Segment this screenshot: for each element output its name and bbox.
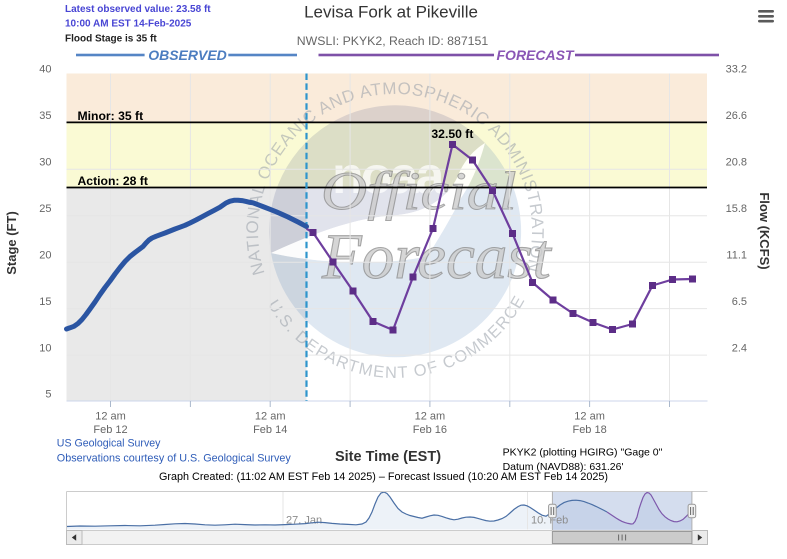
svg-text:Observations courtesy of U.S.: Observations courtesy of U.S. Geological… bbox=[57, 453, 292, 465]
svg-text:Official: Official bbox=[321, 160, 516, 220]
svg-text:20: 20 bbox=[39, 249, 51, 261]
svg-text:OBSERVED: OBSERVED bbox=[148, 47, 227, 63]
svg-text:Site Time (EST): Site Time (EST) bbox=[335, 449, 441, 465]
svg-text:10:00 AM EST 14-Feb-2025: 10:00 AM EST 14-Feb-2025 bbox=[65, 18, 192, 29]
svg-text:10. Feb: 10. Feb bbox=[531, 515, 568, 527]
svg-text:12 am: 12 am bbox=[415, 411, 446, 423]
svg-text:Latest observed value: 23.58 f: Latest observed value: 23.58 ft bbox=[65, 4, 211, 15]
svg-text:40: 40 bbox=[39, 64, 51, 76]
svg-text:15: 15 bbox=[39, 296, 51, 308]
svg-text:Flow (KCFS): Flow (KCFS) bbox=[757, 192, 772, 269]
svg-text:US Geological Survey: US Geological Survey bbox=[57, 437, 161, 449]
svg-text:6.5: 6.5 bbox=[732, 296, 747, 308]
svg-text:Feb 16: Feb 16 bbox=[413, 424, 447, 436]
svg-text:12 am: 12 am bbox=[95, 411, 126, 423]
svg-text:Action: 28 ft: Action: 28 ft bbox=[78, 174, 148, 188]
svg-text:Datum (NAVD88): 631.26': Datum (NAVD88): 631.26' bbox=[503, 461, 624, 473]
svg-text:26.6: 26.6 bbox=[726, 110, 747, 122]
svg-text:NWSLI: PKYK2, Reach ID: 887151: NWSLI: PKYK2, Reach ID: 887151 bbox=[297, 34, 489, 48]
svg-text:10: 10 bbox=[39, 342, 51, 354]
svg-text:Stage (FT): Stage (FT) bbox=[4, 211, 19, 275]
svg-text:33.2: 33.2 bbox=[726, 64, 747, 76]
svg-text:25: 25 bbox=[39, 203, 51, 215]
svg-text:27. Jan: 27. Jan bbox=[286, 515, 322, 527]
svg-text:Flood Stage is 35 ft: Flood Stage is 35 ft bbox=[65, 33, 157, 44]
svg-text:FORECAST: FORECAST bbox=[497, 47, 575, 63]
svg-text:2.4: 2.4 bbox=[732, 342, 747, 354]
svg-text:PKYK2 (plotting HGIRG) "Gage 0: PKYK2 (plotting HGIRG) "Gage 0" bbox=[503, 446, 663, 458]
svg-text:Forecast: Forecast bbox=[321, 221, 553, 293]
svg-text:5: 5 bbox=[45, 389, 51, 401]
svg-text:12 am: 12 am bbox=[574, 411, 605, 423]
svg-text:noaa: noaa bbox=[332, 147, 445, 205]
svg-text:12 am: 12 am bbox=[255, 411, 286, 423]
svg-text:15.8: 15.8 bbox=[726, 203, 747, 215]
svg-text:Feb 18: Feb 18 bbox=[572, 424, 606, 436]
svg-text:Levisa Fork at Pikeville: Levisa Fork at Pikeville bbox=[304, 3, 478, 22]
svg-text:32.50 ft: 32.50 ft bbox=[431, 127, 473, 141]
svg-text:Feb 12: Feb 12 bbox=[93, 424, 127, 436]
svg-text:20.8: 20.8 bbox=[726, 157, 747, 169]
svg-text:35: 35 bbox=[39, 110, 51, 122]
svg-text:Minor: 35 ft: Minor: 35 ft bbox=[78, 109, 144, 123]
svg-text:30: 30 bbox=[39, 157, 51, 169]
svg-text:Graph Created: (11:02 AM EST F: Graph Created: (11:02 AM EST Feb 14 2025… bbox=[159, 471, 608, 483]
svg-text:11.1: 11.1 bbox=[726, 249, 747, 261]
svg-text:Feb 14: Feb 14 bbox=[253, 424, 287, 436]
